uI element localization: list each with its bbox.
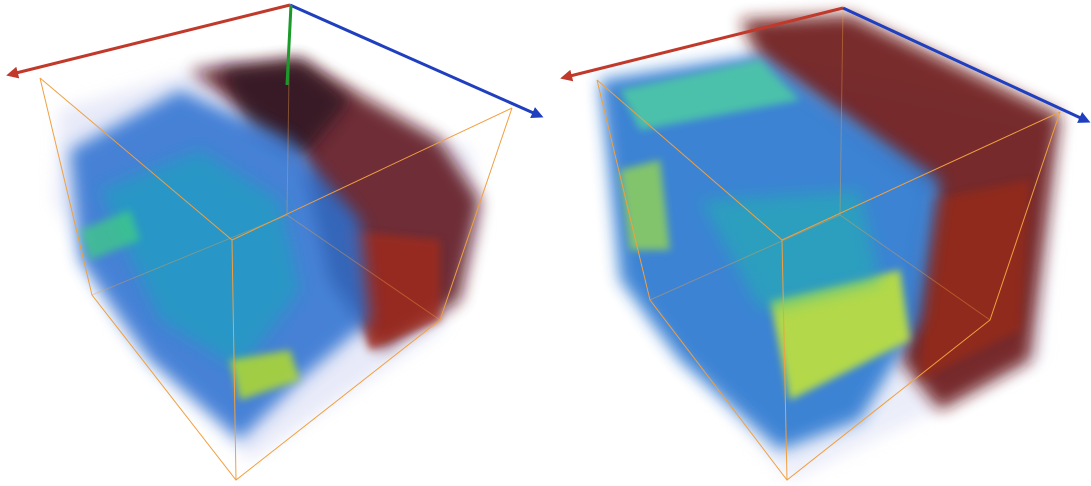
page [0,0,1091,486]
volume-renderings [0,0,1091,486]
x-axis [12,5,290,74]
right-volume [566,8,1085,480]
left-volume [12,5,538,480]
